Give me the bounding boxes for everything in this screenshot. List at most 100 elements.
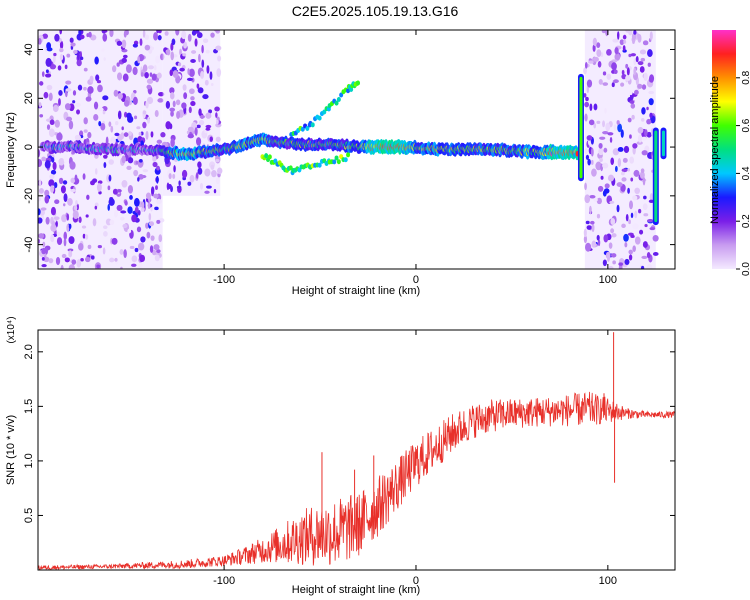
noise-blob: [211, 170, 217, 178]
noise-blob: [45, 69, 49, 74]
y-tick-label: -20: [23, 188, 35, 204]
noise-blob: [150, 235, 155, 241]
snr-multiplier: (x10⁴): [6, 316, 17, 343]
noise-blob: [38, 196, 41, 202]
noise-blob: [604, 183, 610, 189]
noise-blob: [596, 197, 602, 205]
noise-blob: [596, 120, 601, 125]
noise-blob: [598, 147, 604, 156]
noise-blob: [630, 212, 634, 219]
noise-blob: [79, 56, 84, 61]
noise-blob: [590, 220, 595, 225]
colorbar-tick-label: 0.8: [741, 70, 750, 84]
noise-blob: [43, 256, 50, 263]
noise-blob: [124, 200, 128, 206]
noise-blob: [199, 115, 205, 119]
noise-blob: [94, 56, 99, 65]
noise-blob: [87, 244, 92, 250]
noise-blob: [144, 34, 150, 40]
noise-blob: [72, 90, 77, 96]
noise-blob: [158, 234, 163, 243]
colorbar-tick-label: 0.2: [741, 214, 750, 228]
noise-blob: [54, 181, 58, 189]
noise-blob: [167, 183, 172, 190]
branch-point-0: [310, 122, 315, 128]
noise-blob: [102, 110, 106, 115]
snr-line: [38, 391, 675, 570]
noise-blob: [195, 30, 200, 33]
noise-blob: [69, 37, 74, 43]
noise-blob: [584, 62, 588, 69]
noise-blob: [641, 107, 646, 115]
y-tick-label: 40: [23, 43, 35, 55]
noise-blob: [155, 185, 158, 191]
noise-blob: [103, 154, 108, 159]
noise-blob: [89, 75, 94, 83]
y-tick-label: -40: [23, 237, 35, 253]
noise-blob: [589, 103, 593, 111]
noise-blob: [599, 136, 606, 140]
noise-blob: [136, 226, 142, 233]
noise-blob: [586, 225, 592, 230]
colorbar-tick-label: 0.6: [741, 118, 750, 132]
noise-blob: [127, 115, 134, 123]
noise-blob: [132, 96, 138, 106]
noise-blob: [98, 191, 102, 195]
noise-blob: [603, 147, 608, 153]
spectrogram-marks: [38, 30, 667, 269]
noise-blob: [38, 149, 41, 158]
noise-blob: [73, 49, 78, 54]
noise-blob: [596, 42, 601, 48]
noise-blob: [204, 168, 211, 177]
noise-blob: [56, 237, 63, 246]
snr-xlabel: Height of straight line (km): [292, 584, 420, 596]
noise-blob: [614, 165, 618, 172]
noise-blob: [55, 257, 61, 265]
noise-blob: [117, 72, 123, 81]
noise-blob: [648, 90, 655, 95]
noise-blob: [208, 109, 213, 114]
noise-blob: [156, 198, 162, 205]
noise-blob: [623, 39, 627, 44]
noise-blob: [96, 264, 101, 269]
noise-blob: [643, 72, 648, 82]
noise-blob: [123, 249, 127, 259]
noise-blob: [83, 86, 87, 91]
noise-blob: [188, 68, 195, 78]
noise-blob: [103, 161, 107, 169]
colorbar-ticks: 0.0 0.2 0.4 0.6 0.8: [736, 70, 750, 276]
noise-blob: [170, 110, 174, 117]
noise-blob: [647, 62, 651, 67]
noise-blob: [195, 137, 202, 146]
noise-blob: [152, 161, 158, 168]
noise-blob: [196, 83, 200, 89]
noise-blob: [172, 70, 179, 78]
noise-blob: [593, 123, 597, 129]
noise-blob: [77, 51, 80, 61]
noise-blob: [173, 165, 176, 173]
snr-frame: [37, 329, 676, 571]
noise-blob: [592, 44, 596, 52]
noise-blob: [652, 252, 659, 256]
noise-blob: [641, 84, 647, 90]
noise-blob: [610, 253, 617, 258]
noise-blob: [97, 84, 103, 93]
noise-blob: [607, 174, 615, 182]
noise-blob: [591, 223, 595, 233]
noise-blob: [144, 44, 151, 51]
noise-blob: [138, 131, 142, 136]
noise-blob: [63, 154, 69, 164]
noise-blob: [58, 90, 63, 96]
noise-blob: [210, 32, 215, 38]
noise-blob: [123, 132, 129, 137]
noise-blob: [46, 124, 51, 130]
x-tick-label: 0: [413, 274, 419, 286]
noise-blob: [156, 139, 163, 144]
noise-blob: [610, 157, 615, 165]
noise-blob: [172, 100, 176, 108]
noise-blob: [153, 193, 159, 199]
noise-blob: [596, 213, 601, 219]
noise-blob: [145, 192, 152, 200]
noise-blob: [41, 247, 47, 255]
noise-blob: [606, 73, 612, 80]
